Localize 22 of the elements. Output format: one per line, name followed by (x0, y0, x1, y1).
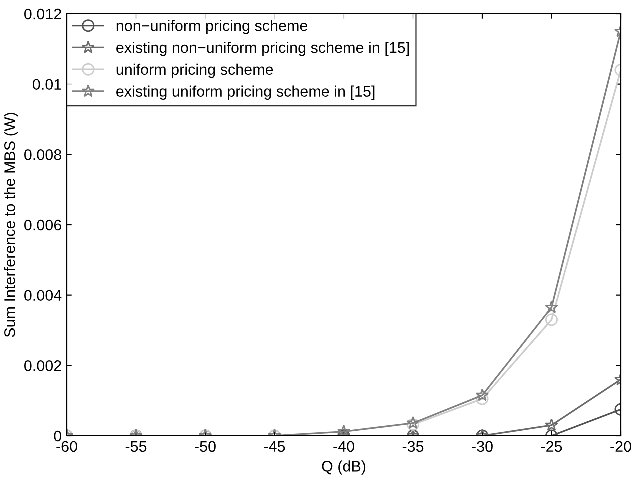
y-tick-label: 0.012 (24, 8, 62, 20)
legend-label: existing non−uniform pricing scheme in [15] (116, 42, 410, 56)
x-tick-label: -35 (402, 441, 424, 452)
x-tick-label: -30 (472, 441, 493, 452)
y-tick-label: 0 (54, 430, 62, 442)
legend-label: existing uniform pricing scheme in [15] (116, 86, 375, 100)
y-tick-label: 0.008 (24, 150, 62, 160)
x-tick-label: -40 (334, 441, 354, 452)
x-axis-title: Q (dB) (322, 460, 366, 475)
legend-label: uniform pricing scheme (116, 64, 274, 78)
y-tick-label: 0.002 (24, 360, 62, 372)
x-tick-label: -45 (264, 441, 286, 452)
x-tick-label: -25 (541, 441, 562, 452)
y-tick-label: 0.004 (24, 290, 62, 302)
y-tick-label: 0.01 (33, 79, 62, 90)
x-tick-label: -55 (126, 441, 147, 452)
x-tick-label: -20 (610, 441, 632, 452)
x-tick-label: -60 (56, 441, 78, 452)
x-tick-label: -50 (195, 441, 216, 452)
legend-label: non−uniform pricing scheme (116, 20, 308, 34)
y-tick-label: 0.006 (24, 220, 62, 231)
y-axis-title: Sum Interference to the MBS (W) (4, 113, 18, 338)
